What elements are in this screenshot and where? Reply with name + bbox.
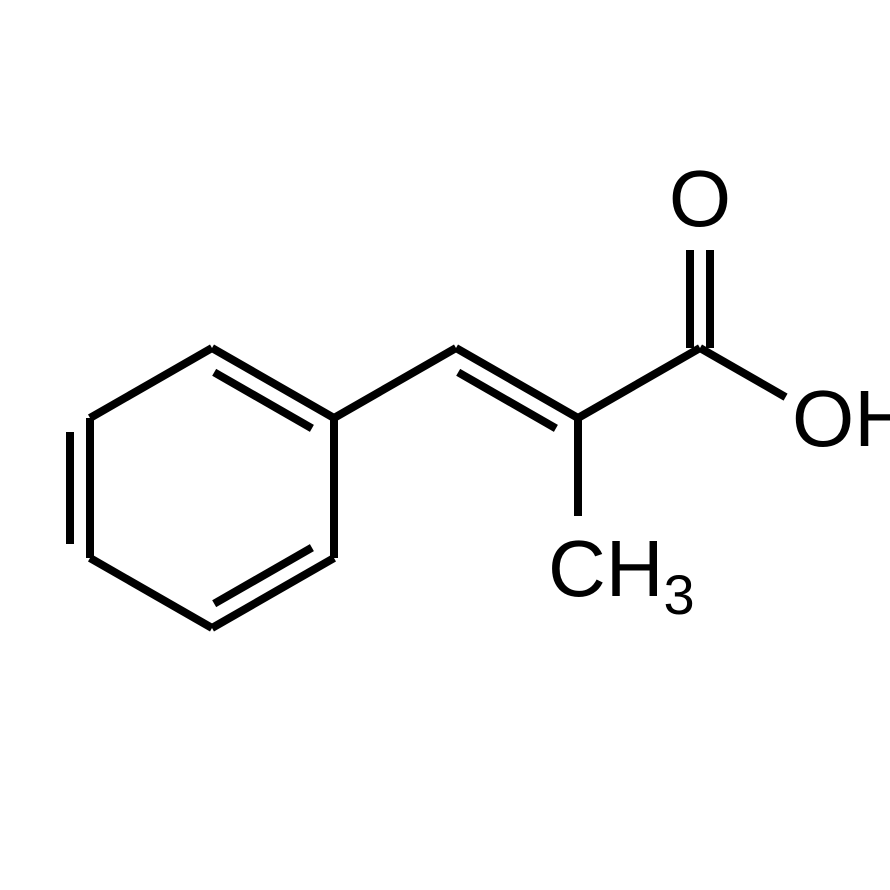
atom-label: O [669, 154, 731, 243]
atom-label: CH3 [548, 524, 695, 626]
molecule-diagram: O OH CH3 [0, 0, 890, 890]
atom-label: OH [792, 374, 890, 463]
